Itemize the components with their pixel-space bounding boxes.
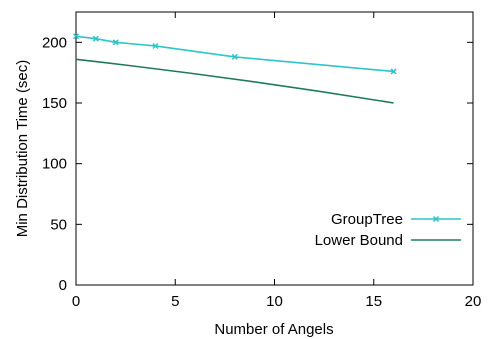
- data-point: [92, 35, 99, 42]
- y-tick-label: 50: [50, 216, 67, 233]
- y-axis-label: Min Distribution Time (sec): [14, 60, 31, 238]
- series-line-1: [75, 58, 394, 104]
- y-tick-label: 150: [42, 95, 67, 112]
- x-tick-label: 20: [465, 293, 482, 310]
- y-tick-label: 100: [42, 156, 67, 173]
- legend-marker: [432, 215, 440, 223]
- y-tick-label: 0: [59, 277, 67, 294]
- data-point: [390, 68, 397, 75]
- data-point: [152, 42, 159, 50]
- data-point: [72, 33, 80, 40]
- legend-label: GroupTree: [331, 211, 403, 228]
- series-group: [72, 33, 397, 104]
- x-tick-label: 10: [266, 293, 283, 310]
- legend-label: Lower Bound: [315, 232, 403, 249]
- x-tick-label: 5: [171, 293, 179, 310]
- plot-frame: [75, 11, 474, 286]
- data-point: [231, 53, 238, 60]
- x-tick-label: 0: [72, 293, 80, 310]
- data-point: [112, 39, 119, 46]
- x-tick-label: 15: [365, 293, 382, 310]
- y-tick-label: 200: [42, 34, 67, 51]
- x-axis-label: Number of Angels: [214, 321, 333, 338]
- series-line-0: [75, 35, 394, 73]
- legend: GroupTree Lower Bound: [315, 211, 461, 249]
